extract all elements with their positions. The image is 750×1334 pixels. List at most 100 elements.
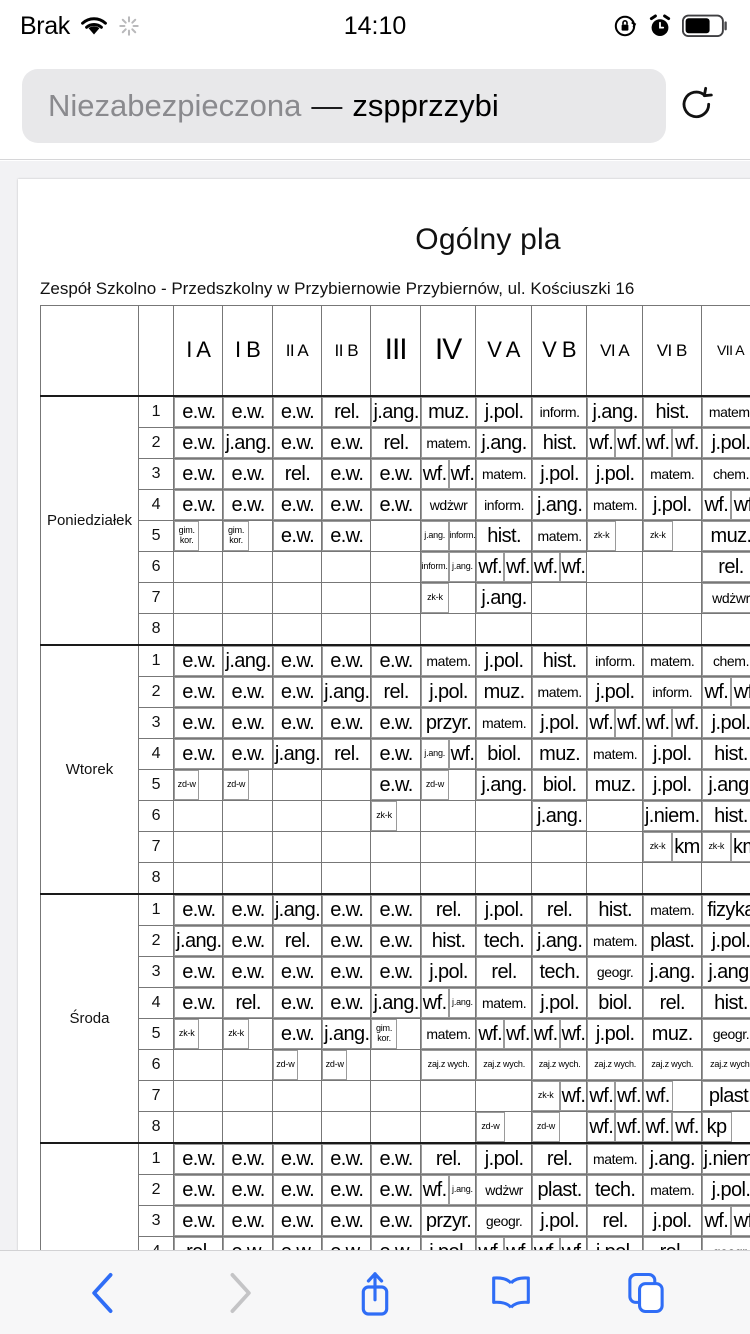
url-host-text: zspprzzybi	[352, 87, 499, 123]
url-input[interactable]: Niezabezpieczona — zspprzzybi	[22, 68, 666, 143]
lesson-part	[476, 614, 531, 644]
lesson-part: zd-w	[476, 1111, 505, 1142]
lesson-cell: matem.	[475, 706, 532, 739]
lesson-cell: j.pol.	[586, 675, 643, 708]
lesson-part: e.w.	[174, 1174, 223, 1205]
lesson-part: zk-k	[371, 800, 397, 831]
back-button[interactable]	[67, 1256, 141, 1330]
lesson-text: wf.	[704, 1209, 729, 1232]
lesson-part	[397, 1019, 420, 1049]
timetable-row: 3 e.w. e.w. e.w. e.w. e.w. j.pol. rel. tech. geog…	[41, 955, 750, 988]
lesson-part: wf.	[531, 1236, 560, 1250]
lesson-cell: j.ang.	[475, 426, 532, 459]
lesson-part: e.w.	[322, 489, 371, 520]
lesson-part	[673, 521, 701, 551]
lesson-part: matem.	[642, 645, 701, 676]
lesson-part: rel.	[322, 738, 371, 769]
lesson-cell: j.ang.	[271, 737, 323, 770]
lesson-text: j.pol.	[484, 400, 524, 423]
lesson-part: wf.	[504, 551, 531, 582]
lesson-part	[174, 863, 222, 893]
lesson-part: e.w.	[322, 925, 371, 956]
lesson-text: wf.	[505, 1242, 531, 1251]
lesson-part: gim. kor.	[223, 520, 249, 551]
lesson-text: e.w.	[182, 400, 216, 423]
lesson-cell: plast.	[641, 924, 702, 957]
tabs-button[interactable]	[609, 1256, 683, 1330]
lesson-text: e.w.	[231, 1209, 266, 1232]
period-number: 7	[137, 581, 175, 614]
lesson-part: hist.	[701, 987, 750, 1018]
period-number: 8	[137, 861, 175, 895]
lesson-text: e.w.	[231, 462, 266, 485]
lesson-part: gim. kor.	[371, 1018, 397, 1049]
lesson-part: j.ang.	[371, 987, 420, 1018]
lesson-part	[702, 863, 750, 893]
lesson-cell	[271, 581, 323, 614]
lesson-part: rel.	[420, 1143, 476, 1174]
lesson-cell	[222, 830, 273, 863]
bookmarks-button[interactable]	[474, 1256, 548, 1330]
lesson-part: j.pol.	[476, 396, 531, 427]
lesson-text: matem.	[593, 1150, 638, 1167]
period-number: 1	[137, 1141, 175, 1175]
web-page-viewport[interactable]: Ogólny pla Zespół Szkolno - Przedszkolny…	[0, 161, 750, 1250]
lesson-part: wf.	[615, 427, 642, 458]
lesson-cell	[641, 861, 702, 895]
lesson-cell: wf.wf.	[700, 488, 750, 521]
lesson-cell: rel.	[641, 1235, 702, 1250]
lesson-text: przyr.	[425, 711, 472, 734]
lesson-cell: biol.	[475, 737, 532, 770]
lesson-part: zaj.z wych.	[587, 1049, 642, 1080]
lesson-part: e.w.	[322, 458, 371, 489]
lesson-cell	[173, 1048, 224, 1081]
forward-button[interactable]	[202, 1256, 276, 1330]
lesson-part	[587, 863, 642, 893]
lesson-text: e.w.	[231, 680, 266, 703]
timetable-row: 8	[41, 861, 750, 895]
lesson-cell: j.ang.	[222, 426, 273, 459]
reload-button[interactable]	[666, 86, 728, 126]
lesson-cell: matem.	[586, 924, 643, 957]
lesson-text: zk-k	[228, 1027, 244, 1038]
lesson-cell: e.w.	[370, 955, 421, 988]
lesson-cell: rel.	[419, 892, 477, 926]
lesson-cell: geogr.	[475, 1204, 532, 1237]
lesson-text: e.w.	[182, 649, 216, 672]
lesson-text: wf.	[617, 1115, 641, 1138]
period-number: 7	[137, 830, 175, 863]
lesson-text: plast.	[650, 929, 695, 952]
lesson-part	[298, 1050, 321, 1080]
share-button[interactable]	[338, 1256, 412, 1330]
lesson-text: matem.	[708, 403, 750, 420]
lesson-part: wf.	[642, 1080, 673, 1111]
lesson-cell: muz.	[419, 394, 477, 428]
lesson-part	[322, 552, 370, 582]
lesson-cell: muz.	[641, 1017, 702, 1050]
lesson-cell: j.ang.	[700, 768, 750, 801]
lesson-part: j.ang.	[448, 987, 476, 1018]
lesson-part	[371, 1112, 419, 1142]
lesson-text: j.ang.	[481, 773, 527, 796]
lesson-text: chem.	[712, 652, 750, 669]
lesson-part	[371, 552, 419, 582]
lesson-part: j.niem.	[642, 800, 701, 831]
lesson-cell	[419, 830, 477, 863]
lesson-cell: e.w.	[321, 986, 372, 1019]
lesson-part: wf.	[448, 458, 476, 489]
lesson-cell: e.w.	[222, 1235, 273, 1250]
lesson-part: matem.	[642, 894, 701, 925]
lesson-text: matem.	[650, 1181, 695, 1198]
lesson-part: rel.	[223, 987, 272, 1018]
lesson-part	[249, 770, 272, 800]
lesson-cell: e.w.	[271, 1173, 323, 1206]
lesson-text: rel.	[235, 991, 261, 1014]
lesson-cell: e.w.	[370, 1173, 421, 1206]
lesson-text: j.ang.	[424, 529, 446, 540]
lesson-text: inform.	[652, 683, 693, 700]
lesson-text: j.niem.	[703, 1147, 750, 1170]
lesson-part: wf.	[559, 551, 587, 582]
lesson-cell: wf.wf.	[475, 1017, 532, 1050]
lesson-text: j.pol.	[540, 991, 579, 1014]
lesson-cell: j.pol.	[700, 426, 750, 459]
